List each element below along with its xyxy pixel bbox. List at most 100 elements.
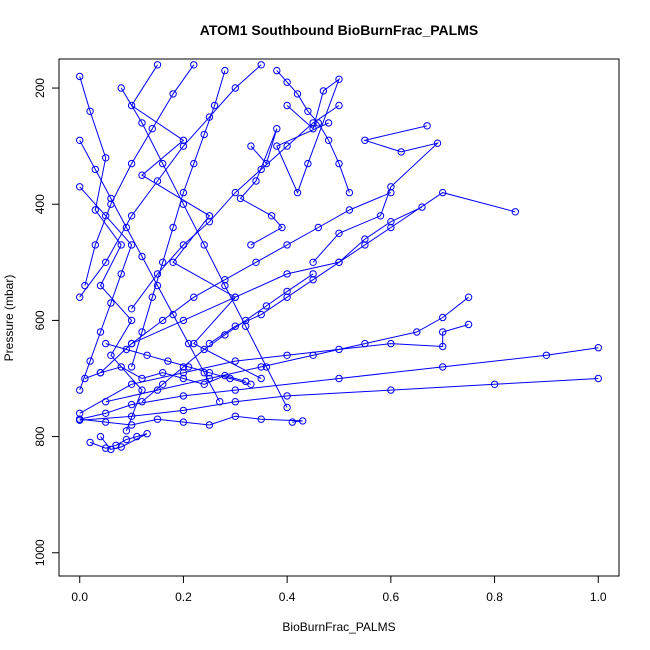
data-point	[439, 188, 447, 197]
data-point	[283, 270, 291, 278]
series-line	[131, 105, 340, 310]
data-point	[127, 380, 136, 388]
data-point	[418, 203, 426, 211]
data-point	[153, 270, 162, 278]
x-tick-label: 0.4	[279, 590, 296, 604]
series-11	[76, 412, 307, 429]
data-point	[439, 363, 447, 371]
data-point	[335, 75, 343, 84]
data-point	[247, 241, 255, 249]
series-line	[79, 140, 221, 402]
data-point	[179, 418, 188, 426]
series-18	[138, 270, 317, 406]
series-20	[96, 188, 395, 377]
data-point	[231, 188, 240, 197]
data-point	[107, 445, 115, 454]
series-line	[141, 273, 314, 403]
data-point	[439, 313, 447, 322]
data-point	[102, 444, 110, 452]
data-point	[283, 351, 291, 359]
data-point	[76, 136, 84, 145]
data-point	[262, 363, 271, 371]
data-point	[179, 188, 188, 197]
data-point	[76, 415, 84, 423]
series-line	[79, 378, 599, 421]
data-point	[216, 398, 224, 406]
x-tick-label: 1.0	[590, 590, 607, 604]
y-axis-label: Pressure (mbar)	[2, 275, 16, 362]
data-point	[179, 241, 188, 249]
x-tick-label: 0.2	[175, 590, 192, 604]
data-point	[283, 101, 291, 110]
x-tick-label: 0.8	[486, 590, 503, 604]
plot-frame	[58, 58, 620, 577]
data-point	[117, 363, 125, 371]
data-point	[273, 125, 281, 133]
data-point	[221, 276, 229, 284]
data-point	[236, 194, 245, 203]
data-point	[542, 351, 551, 359]
data-point	[169, 223, 177, 232]
data-point	[122, 435, 131, 444]
data-point	[127, 212, 136, 220]
data-point	[179, 392, 188, 400]
data-point	[387, 183, 395, 191]
series-line	[84, 64, 195, 286]
data-point	[86, 357, 94, 365]
data-point	[179, 369, 188, 377]
series-12	[86, 430, 151, 454]
data-point	[288, 418, 296, 426]
data-point	[159, 369, 167, 377]
data-point	[91, 165, 100, 174]
series-line	[120, 87, 288, 408]
data-point	[335, 229, 343, 238]
data-point	[257, 374, 265, 383]
data-point	[594, 344, 602, 352]
data-point	[169, 258, 177, 266]
data-point	[439, 342, 447, 351]
series-line	[79, 76, 143, 431]
data-point	[278, 223, 286, 232]
y-tick-label: 400	[33, 194, 47, 214]
data-point	[153, 386, 162, 394]
series-1	[76, 72, 146, 435]
data-point	[335, 374, 343, 383]
y-tick-label: 200	[33, 78, 47, 98]
data-point	[127, 339, 136, 348]
data-point	[138, 171, 146, 179]
data-point	[127, 241, 136, 249]
data-point	[257, 363, 265, 371]
y-tick-label: 800	[33, 426, 47, 446]
data-point	[190, 61, 198, 69]
series-line	[79, 186, 133, 391]
data-point	[387, 339, 395, 348]
data-point	[133, 432, 141, 441]
data-point	[122, 345, 131, 354]
data-point	[127, 421, 136, 429]
data-point	[127, 412, 136, 420]
data-point	[283, 287, 291, 296]
data-point	[397, 148, 405, 156]
data-point	[159, 258, 167, 266]
data-point	[153, 177, 162, 185]
data-point	[304, 107, 312, 116]
data-point	[594, 374, 602, 383]
data-point	[179, 374, 188, 383]
series-25	[102, 339, 255, 388]
data-point	[205, 421, 214, 429]
data-point	[293, 90, 302, 98]
series-21	[76, 183, 136, 394]
data-point	[387, 386, 395, 394]
data-point	[273, 66, 281, 75]
data-point	[283, 392, 291, 400]
data-point	[117, 270, 125, 278]
data-point	[205, 369, 214, 377]
data-point	[309, 258, 317, 266]
data-point	[127, 363, 136, 371]
series-16	[127, 66, 229, 371]
series-24	[273, 66, 354, 197]
data-point	[122, 427, 131, 435]
data-point	[257, 310, 265, 319]
series-14	[127, 101, 343, 313]
series-layer	[76, 61, 602, 454]
